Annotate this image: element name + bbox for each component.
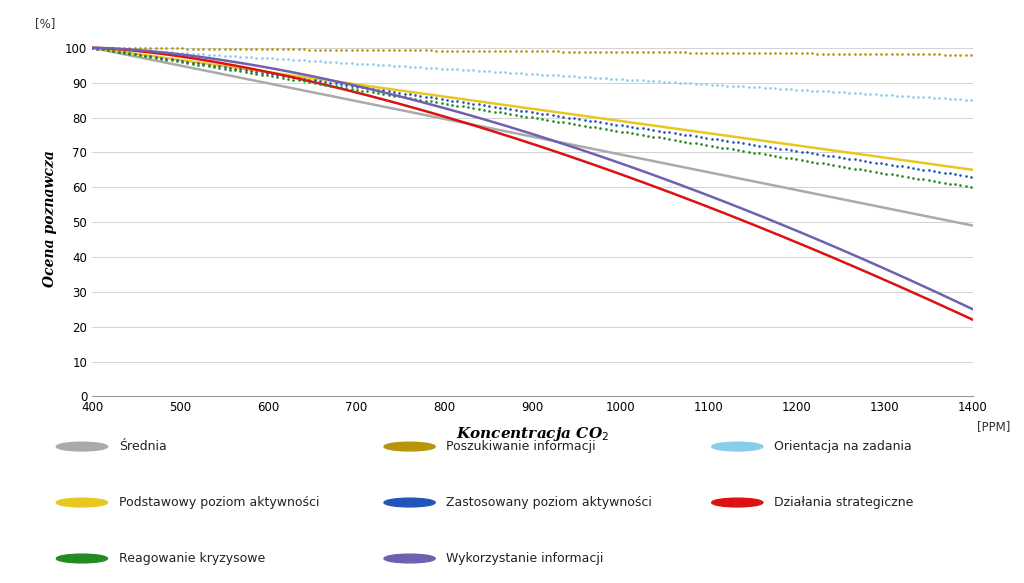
Circle shape [56, 554, 108, 563]
Text: Działania strategiczne: Działania strategiczne [774, 496, 913, 509]
Text: Poszukiwanie informacji: Poszukiwanie informacji [446, 440, 596, 453]
Circle shape [56, 498, 108, 507]
Text: Podstawowy poziom aktywności: Podstawowy poziom aktywności [119, 496, 319, 509]
Text: Reagowanie kryzysowe: Reagowanie kryzysowe [119, 552, 265, 565]
Text: [%]: [%] [35, 17, 55, 30]
Text: Średnia: Średnia [119, 440, 167, 453]
Text: Orientacja na zadania: Orientacja na zadania [774, 440, 912, 453]
Circle shape [712, 498, 763, 507]
Text: [PPM]: [PPM] [977, 420, 1011, 433]
Circle shape [384, 498, 435, 507]
Circle shape [56, 442, 108, 451]
Text: Wykorzystanie informacji: Wykorzystanie informacji [446, 552, 604, 565]
Text: Zastosowany poziom aktywności: Zastosowany poziom aktywności [446, 496, 652, 509]
Circle shape [712, 442, 763, 451]
X-axis label: Koncentracja CO$_2$: Koncentracja CO$_2$ [456, 426, 609, 444]
Circle shape [384, 554, 435, 563]
Circle shape [384, 442, 435, 451]
Y-axis label: Ocena poznawcza: Ocena poznawcza [43, 150, 56, 287]
